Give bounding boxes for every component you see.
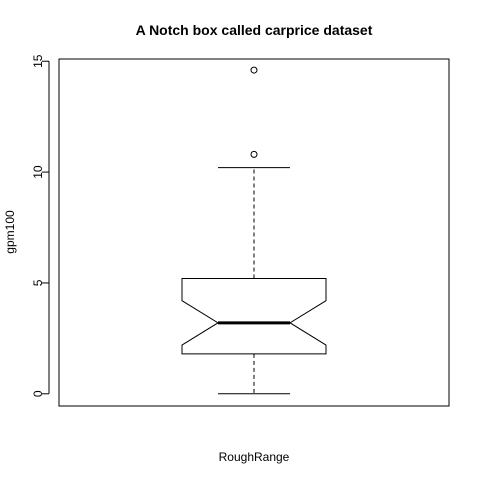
chart-title: A Notch box called carprice dataset [136, 22, 373, 38]
y-tick-label: 0 [31, 390, 45, 397]
plot-frame [58, 58, 450, 407]
box-plot [181, 66, 327, 395]
box-body [181, 278, 327, 355]
outlier-point [250, 150, 258, 158]
y-axis-label: gpm100 [3, 210, 17, 254]
y-tick-label: 10 [31, 165, 45, 179]
y-axis: 0 5 10 15 [31, 54, 50, 397]
x-axis-label: RoughRange [219, 450, 290, 464]
y-tick-label: 5 [31, 279, 45, 286]
y-tick-label: 15 [31, 54, 45, 68]
outlier-point [250, 66, 258, 74]
